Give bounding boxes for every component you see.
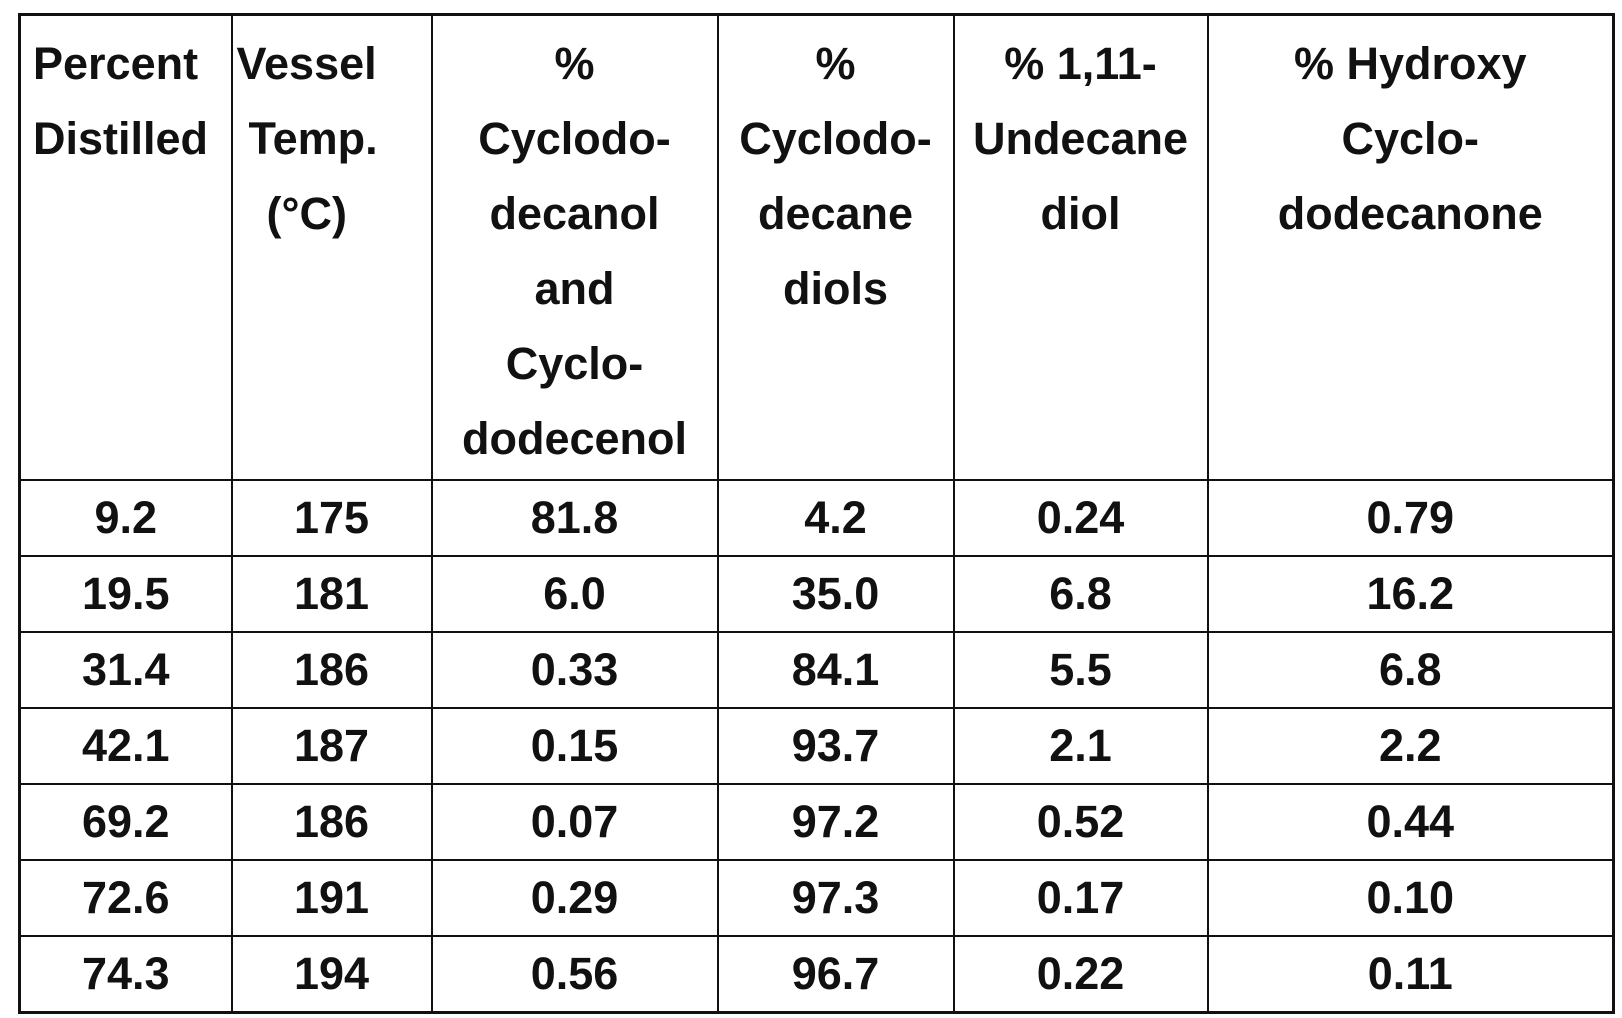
cell-vessel-temp: 186 xyxy=(232,632,432,708)
table-row: 31.4 186 0.33 84.1 5.5 6.8 xyxy=(20,632,1614,708)
cell-cyclododecanol: 6.0 xyxy=(432,556,718,632)
header-line: decane xyxy=(719,176,953,251)
cell-undecane-diol: 0.17 xyxy=(954,860,1208,936)
header-line: Vessel xyxy=(237,26,431,101)
header-line: dodecenol xyxy=(433,401,717,476)
cell-percent-distilled: 31.4 xyxy=(20,632,232,708)
cell-undecane-diol: 0.52 xyxy=(954,784,1208,860)
table-row: 72.6 191 0.29 97.3 0.17 0.10 xyxy=(20,860,1614,936)
table-row: 19.5 181 6.0 35.0 6.8 16.2 xyxy=(20,556,1614,632)
header-line: diols xyxy=(719,251,953,326)
distillation-data-table: Percent Distilled Vessel Temp. (°C) % Cy… xyxy=(18,13,1615,1014)
cell-percent-distilled: 69.2 xyxy=(20,784,232,860)
cell-vessel-temp: 191 xyxy=(232,860,432,936)
cell-cyclododecanol: 0.33 xyxy=(432,632,718,708)
cell-cyclododecane-diols: 97.2 xyxy=(718,784,954,860)
cell-vessel-temp: 175 xyxy=(232,480,432,556)
cell-cyclododecanol: 0.29 xyxy=(432,860,718,936)
cell-cyclododecanol: 0.56 xyxy=(432,936,718,1013)
cell-undecane-diol: 5.5 xyxy=(954,632,1208,708)
header-line: % Hydroxy xyxy=(1209,26,1613,101)
header-line: and xyxy=(433,251,717,326)
header-line: % xyxy=(433,26,717,101)
table-row: 74.3 194 0.56 96.7 0.22 0.11 xyxy=(20,936,1614,1013)
cell-undecane-diol: 2.1 xyxy=(954,708,1208,784)
cell-vessel-temp: 181 xyxy=(232,556,432,632)
table-row: 9.2 175 81.8 4.2 0.24 0.79 xyxy=(20,480,1614,556)
header-line: diol xyxy=(955,176,1207,251)
cell-cyclododecane-diols: 35.0 xyxy=(718,556,954,632)
cell-vessel-temp: 194 xyxy=(232,936,432,1013)
header-line: dodecanone xyxy=(1209,176,1613,251)
cell-percent-distilled: 19.5 xyxy=(20,556,232,632)
header-line: Temp. xyxy=(237,101,431,176)
cell-cyclododecanol: 81.8 xyxy=(432,480,718,556)
cell-undecane-diol: 0.22 xyxy=(954,936,1208,1013)
cell-hydroxy-cyclododecanone: 0.10 xyxy=(1208,860,1614,936)
cell-hydroxy-cyclododecanone: 16.2 xyxy=(1208,556,1614,632)
header-vessel-temp: Vessel Temp. (°C) xyxy=(232,15,432,480)
cell-vessel-temp: 187 xyxy=(232,708,432,784)
header-line: Distilled xyxy=(33,101,231,176)
cell-hydroxy-cyclododecanone: 0.44 xyxy=(1208,784,1614,860)
cell-cyclododecane-diols: 96.7 xyxy=(718,936,954,1013)
header-line: % 1,11- xyxy=(955,26,1207,101)
cell-cyclododecane-diols: 93.7 xyxy=(718,708,954,784)
table-row: 42.1 187 0.15 93.7 2.1 2.2 xyxy=(20,708,1614,784)
header-line: Cyclodo- xyxy=(433,101,717,176)
header-line: % xyxy=(719,26,953,101)
header-line: Percent xyxy=(33,26,231,101)
table-row: 69.2 186 0.07 97.2 0.52 0.44 xyxy=(20,784,1614,860)
header-percent-distilled: Percent Distilled xyxy=(20,15,232,480)
header-undecane-diol: % 1,11- Undecane diol xyxy=(954,15,1208,480)
header-line: (°C) xyxy=(237,176,431,251)
header-line: Cyclo- xyxy=(433,326,717,401)
header-cyclododecane-diols: % Cyclodo- decane diols xyxy=(718,15,954,480)
cell-percent-distilled: 74.3 xyxy=(20,936,232,1013)
cell-percent-distilled: 72.6 xyxy=(20,860,232,936)
cell-cyclododecanol: 0.15 xyxy=(432,708,718,784)
header-hydroxy-cyclododecanone: % Hydroxy Cyclo- dodecanone xyxy=(1208,15,1614,480)
cell-cyclododecane-diols: 4.2 xyxy=(718,480,954,556)
cell-undecane-diol: 6.8 xyxy=(954,556,1208,632)
header-cyclododecanol: % Cyclodo- decanol and Cyclo- dodecenol xyxy=(432,15,718,480)
cell-hydroxy-cyclododecanone: 6.8 xyxy=(1208,632,1614,708)
header-row: Percent Distilled Vessel Temp. (°C) % Cy… xyxy=(20,15,1614,480)
cell-percent-distilled: 42.1 xyxy=(20,708,232,784)
header-line: Cyclodo- xyxy=(719,101,953,176)
header-line: Undecane xyxy=(955,101,1207,176)
cell-hydroxy-cyclododecanone: 0.11 xyxy=(1208,936,1614,1013)
header-line: decanol xyxy=(433,176,717,251)
cell-undecane-diol: 0.24 xyxy=(954,480,1208,556)
cell-cyclododecane-diols: 97.3 xyxy=(718,860,954,936)
cell-cyclododecanol: 0.07 xyxy=(432,784,718,860)
cell-percent-distilled: 9.2 xyxy=(20,480,232,556)
cell-hydroxy-cyclododecanone: 0.79 xyxy=(1208,480,1614,556)
cell-hydroxy-cyclododecanone: 2.2 xyxy=(1208,708,1614,784)
header-line: Cyclo- xyxy=(1209,101,1613,176)
cell-vessel-temp: 186 xyxy=(232,784,432,860)
cell-cyclododecane-diols: 84.1 xyxy=(718,632,954,708)
